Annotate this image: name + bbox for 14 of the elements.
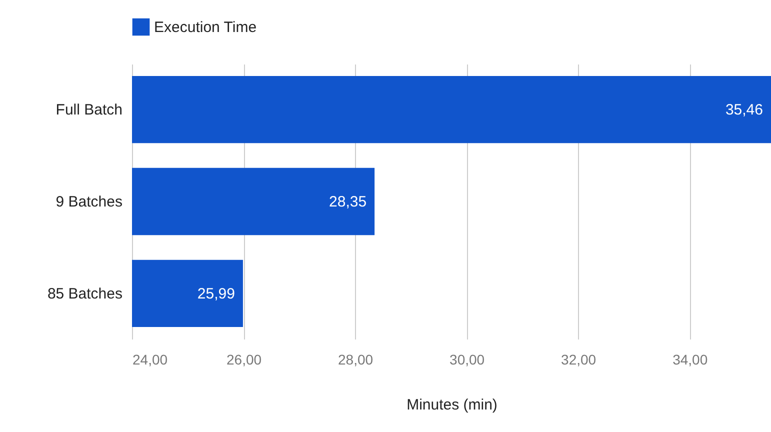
y-tick-label: 85 Batches: [47, 285, 122, 302]
y-tick-label: 9 Batches: [56, 194, 122, 210]
x-tick-label: 34,00: [672, 352, 708, 368]
data-label: 28,35: [329, 194, 367, 210]
data-label: 25,99: [197, 285, 235, 302]
x-tick-label: 28,00: [338, 352, 374, 368]
legend-label: Execution Time: [154, 19, 257, 36]
y-tick-label: Full Batch: [56, 102, 122, 119]
x-tick-label: 32,00: [561, 352, 596, 368]
x-axis-title: Minutes (min): [406, 396, 498, 414]
x-tick-label: 30,00: [450, 352, 485, 368]
x-tick-label: 26,00: [226, 352, 262, 368]
data-label: 35,46: [725, 102, 763, 119]
x-tick-label: 24,00: [132, 352, 168, 368]
